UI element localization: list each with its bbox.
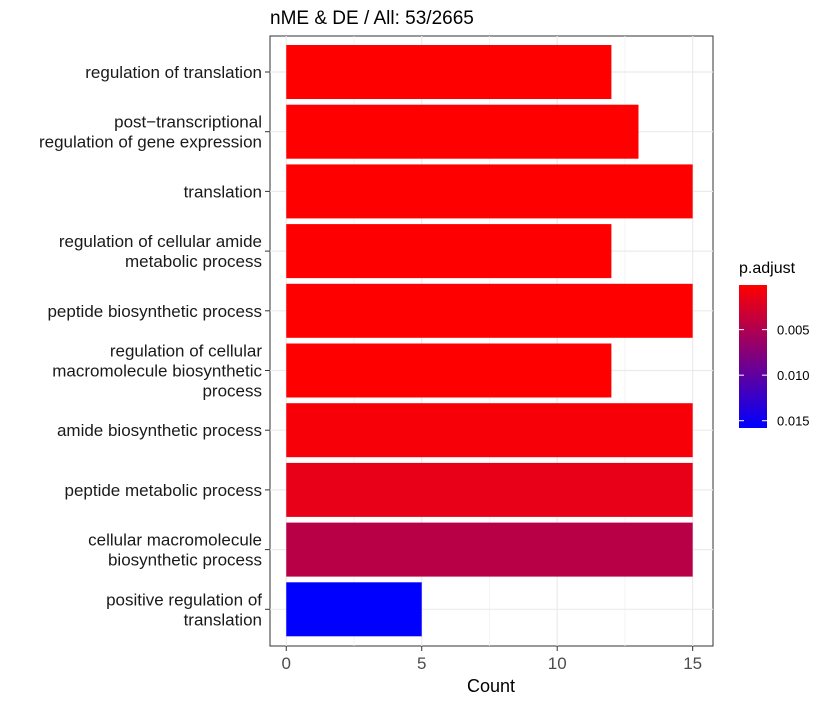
bar bbox=[286, 45, 612, 99]
y-axis-label-line: cellular macromolecule bbox=[88, 531, 262, 550]
y-axis-label: amide biosynthetic process bbox=[57, 421, 262, 440]
y-axis-label: post−transcriptional regulation of gene e… bbox=[39, 113, 262, 152]
y-axis-labels: regulation of translation post−transcript… bbox=[39, 63, 270, 629]
y-axis-label-line: positive regulation of bbox=[106, 590, 262, 609]
y-axis-label: regulation of cellular amide metabolic pr… bbox=[59, 232, 262, 271]
x-tick-label: 15 bbox=[683, 654, 702, 673]
y-axis-label: positive regulation of translation bbox=[106, 590, 262, 629]
y-axis-label-line: peptide metabolic process bbox=[64, 481, 262, 500]
legend-title: p.adjust bbox=[739, 260, 796, 277]
x-axis-ticks: 0 5 10 15 bbox=[282, 646, 702, 673]
y-axis-label-line: process bbox=[202, 382, 262, 401]
bar bbox=[286, 164, 693, 219]
bar bbox=[286, 522, 693, 577]
y-axis-label: peptide metabolic process bbox=[64, 481, 262, 500]
y-axis-label-line: metabolic process bbox=[125, 252, 262, 271]
y-axis-label-line: biosynthetic process bbox=[108, 551, 262, 570]
legend-ticks: 0.005 0.010 0.015 bbox=[739, 323, 810, 429]
color-legend: p.adjust 0.005 0.010 0.015 bbox=[739, 260, 810, 429]
y-axis-label-line: post−transcriptional bbox=[114, 113, 262, 132]
bars bbox=[286, 45, 693, 637]
y-axis-label-line: peptide biosynthetic process bbox=[47, 302, 262, 321]
chart-title: nME & DE / All: 53/2665 bbox=[270, 8, 474, 29]
legend-tick-label: 0.005 bbox=[777, 323, 810, 338]
legend-colorbar bbox=[739, 285, 767, 428]
y-axis-label: peptide biosynthetic process bbox=[47, 302, 262, 321]
y-axis-label: cellular macromolecule biosynthetic proce… bbox=[88, 531, 262, 570]
bar bbox=[286, 104, 639, 159]
y-axis-label-line: regulation of translation bbox=[85, 63, 262, 82]
y-axis-label-line: amide biosynthetic process bbox=[57, 421, 262, 440]
bar bbox=[286, 343, 612, 398]
legend-tick-label: 0.010 bbox=[777, 368, 810, 383]
y-axis-label: regulation of cellular macromolecule bios… bbox=[52, 342, 262, 401]
bar bbox=[286, 462, 693, 517]
x-tick-label: 10 bbox=[548, 654, 567, 673]
y-axis-label-line: regulation of cellular bbox=[110, 342, 262, 361]
x-tick-label: 5 bbox=[417, 654, 426, 673]
x-axis-title: Count bbox=[467, 676, 515, 696]
bar bbox=[286, 224, 612, 279]
y-axis-label-line: regulation of cellular amide bbox=[59, 232, 262, 251]
y-axis-label-line: translation bbox=[184, 610, 262, 629]
bar bbox=[286, 582, 422, 637]
y-axis-label-line: macromolecule biosynthetic bbox=[52, 362, 262, 381]
x-tick-label: 0 bbox=[282, 654, 291, 673]
y-axis-label-line: regulation of gene expression bbox=[39, 133, 262, 152]
y-axis-label: translation bbox=[184, 182, 262, 201]
y-axis-label-line: translation bbox=[184, 182, 262, 201]
bar bbox=[286, 403, 693, 458]
bar bbox=[286, 283, 693, 338]
y-axis-label: regulation of translation bbox=[85, 63, 262, 82]
legend-tick-label: 0.015 bbox=[777, 414, 810, 429]
